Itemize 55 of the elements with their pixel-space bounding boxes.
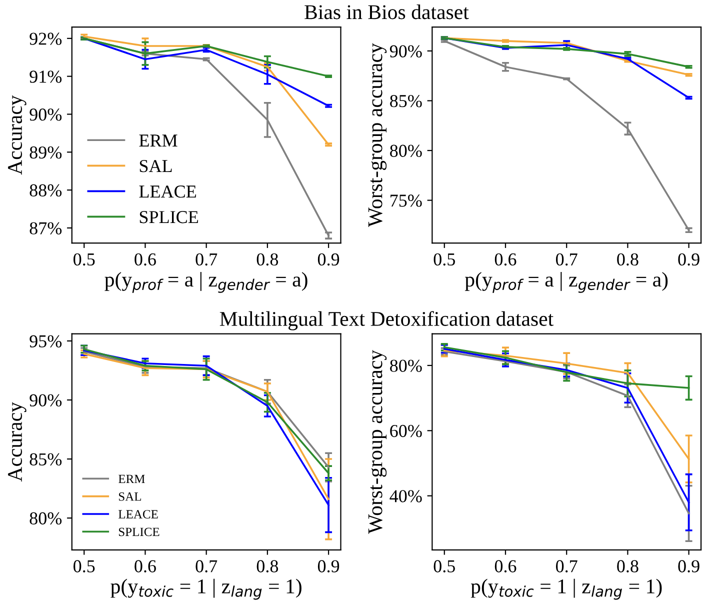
- x-tick-label: 0.6: [494, 253, 516, 266]
- y-tick-label: 87%: [30, 222, 62, 234]
- y-tick-label: 80%: [390, 144, 422, 158]
- y-tick-label: 85%: [390, 94, 422, 108]
- x-tick-label: 0.6: [134, 560, 156, 572]
- text: Multilingual Text Detoxification dataset: [220, 311, 554, 330]
- x-axis-title: p(y$_{toxic}$ = 1 | z$_{lang}$ = 1): [470, 578, 662, 600]
- legend-label: ERM: [139, 134, 178, 146]
- y-tick-label: 90%: [30, 108, 62, 121]
- y-tick-label: 80%: [30, 512, 62, 525]
- y-tick-label: 80%: [390, 360, 422, 372]
- x-tick-label: 0.8: [256, 560, 278, 572]
- y-tick-label: 92%: [30, 32, 62, 45]
- text: Bias in Bios dataset: [304, 4, 469, 20]
- x-tick-label: 0.5: [74, 560, 95, 572]
- x-tick-label: 0.6: [134, 253, 156, 266]
- y-tick-label: 89%: [30, 146, 62, 159]
- x-axis-title: p(y$_{prof}$ = a | z$_{gender}$ = a): [104, 272, 308, 293]
- y-tick-label: 88%: [30, 184, 62, 197]
- x-axis-title: p(y$_{prof}$ = a | z$_{gender}$ = a): [464, 272, 668, 293]
- legend-label: SAL: [140, 160, 172, 172]
- legend-label: LEACE: [118, 510, 158, 518]
- x-tick-label: 0.8: [256, 253, 278, 266]
- legend-label: SAL: [118, 492, 142, 501]
- x-tick-label: 0.6: [494, 560, 516, 572]
- x-tick-label: 0.9: [678, 560, 700, 572]
- x-tick-label: 0.8: [617, 560, 638, 572]
- legend-label: ERM: [118, 474, 145, 484]
- y-axis-title: Worst-group accuracy: [368, 43, 387, 228]
- y-axis-title: Accuracy: [8, 95, 26, 175]
- legend-label: LEACE: [139, 186, 196, 198]
- x-tick-label: 0.9: [318, 253, 340, 266]
- x-tick-label: 0.9: [318, 560, 340, 572]
- legend-label: SPLICE: [118, 528, 160, 536]
- y-tick-label: 75%: [390, 194, 422, 207]
- x-tick-label: 0.7: [196, 560, 218, 572]
- x-tick-label: 0.9: [678, 253, 700, 266]
- y-tick-label: 40%: [390, 490, 422, 502]
- x-tick-label: 0.5: [74, 253, 95, 266]
- y-axis-title: Worst-group accuracy: [368, 350, 387, 534]
- y-tick-label: 90%: [390, 45, 422, 58]
- y-tick-label: 95%: [30, 335, 62, 348]
- y-tick-label: 90%: [30, 394, 62, 406]
- x-tick-label: 0.7: [556, 253, 578, 266]
- x-tick-label: 0.8: [617, 253, 638, 266]
- legend-label: SPLICE: [140, 211, 198, 224]
- x-axis-title: p(y$_{toxic}$ = 1 | z$_{lang}$ = 1): [110, 578, 302, 600]
- x-tick-label: 0.5: [434, 560, 455, 572]
- y-tick-label: 91%: [30, 70, 62, 83]
- x-tick-label: 0.7: [556, 560, 578, 572]
- y-axis-title: Accuracy: [8, 402, 26, 482]
- y-tick-label: 60%: [390, 424, 422, 438]
- y-tick-label: 85%: [30, 453, 62, 466]
- x-tick-label: 0.7: [196, 253, 218, 266]
- x-tick-label: 0.5: [434, 253, 455, 266]
